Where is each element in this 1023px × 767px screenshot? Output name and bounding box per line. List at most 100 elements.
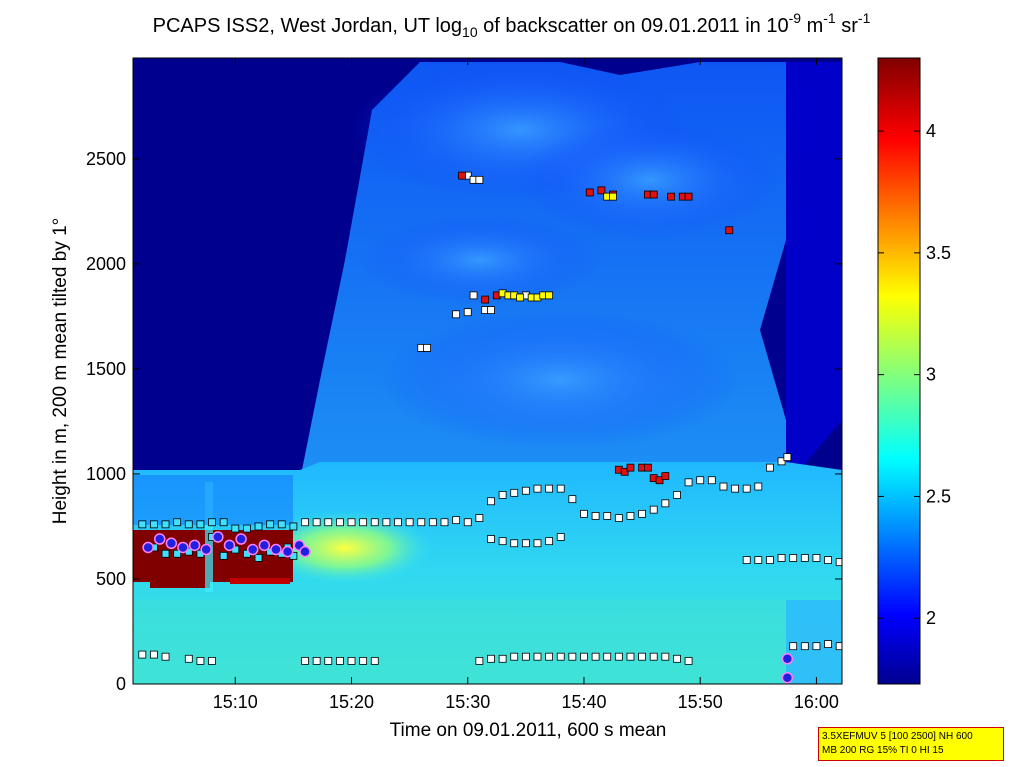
layer-marker <box>673 655 680 662</box>
layer-marker <box>517 294 524 301</box>
layer-marker <box>546 653 553 660</box>
layer-marker <box>650 506 657 513</box>
layer-marker <box>615 515 622 522</box>
layer-marker <box>313 657 320 664</box>
layer-marker-circle <box>224 540 234 550</box>
layer-marker <box>580 510 587 517</box>
layer-marker <box>639 510 646 517</box>
y-tick-label: 1000 <box>86 464 126 484</box>
layer-marker <box>522 653 529 660</box>
layer-marker <box>825 557 832 564</box>
layer-marker <box>174 519 181 526</box>
layer-marker <box>801 643 808 650</box>
y-axis-label: Height in m, 200 m mean tilted by 1° <box>50 218 71 524</box>
layer-marker <box>453 517 460 524</box>
layer-marker <box>487 307 494 314</box>
layer-marker <box>708 477 715 484</box>
layer-marker <box>743 557 750 564</box>
info-line-2: MB 200 RG 15% TI 0 HI 15 <box>822 744 1000 758</box>
layer-marker <box>197 521 204 528</box>
colorbar-tick-label: 4 <box>926 121 936 141</box>
layer-marker <box>162 653 169 660</box>
layer-marker <box>685 193 692 200</box>
layer-marker <box>209 519 216 526</box>
layer-marker <box>209 657 216 664</box>
layer-marker <box>383 519 390 526</box>
layer-marker <box>406 519 413 526</box>
colorbar-tick-label: 3 <box>926 365 936 385</box>
layer-marker-circle <box>201 545 211 555</box>
layer-marker <box>825 641 832 648</box>
layer-marker <box>197 657 204 664</box>
layer-marker <box>418 519 425 526</box>
layer-marker <box>662 500 669 507</box>
layer-marker <box>627 512 634 519</box>
layer-marker <box>348 657 355 664</box>
layer-marker-circle <box>143 542 153 552</box>
layer-marker <box>569 496 576 503</box>
layer-marker <box>348 519 355 526</box>
layer-marker <box>569 653 576 660</box>
layer-marker-circle <box>190 540 200 550</box>
layer-marker <box>627 464 634 471</box>
layer-marker <box>499 538 506 545</box>
layer-marker <box>685 479 692 486</box>
y-tick-label: 0 <box>116 674 126 694</box>
layer-marker <box>278 521 285 528</box>
layer-marker <box>546 538 553 545</box>
x-axis-label: Time on 09.01.2011, 600 s mean <box>390 720 667 741</box>
layer-marker <box>813 554 820 561</box>
heatmap-field <box>133 58 842 684</box>
info-line-1: 3.5XEFMUV 5 [100 2500] NH 600 <box>822 730 1000 744</box>
layer-marker <box>499 655 506 662</box>
layer-marker <box>720 483 727 490</box>
layer-marker <box>534 485 541 492</box>
layer-marker-circle <box>782 654 792 664</box>
layer-marker <box>336 657 343 664</box>
x-tick-label: 15:20 <box>329 692 374 712</box>
layer-marker <box>627 653 634 660</box>
layer-marker-circle <box>782 673 792 683</box>
layer-marker <box>592 653 599 660</box>
layer-marker <box>766 464 773 471</box>
layer-marker <box>424 344 431 351</box>
layer-marker <box>185 655 192 662</box>
y-tick-label: 2000 <box>86 254 126 274</box>
layer-marker <box>662 473 669 480</box>
layer-marker-circle <box>248 545 258 555</box>
layer-marker <box>464 519 471 526</box>
layer-marker-circle <box>178 542 188 552</box>
colorbar <box>878 58 920 684</box>
layer-marker <box>487 536 494 543</box>
layer-marker <box>755 483 762 490</box>
layer-marker <box>726 227 733 234</box>
layer-marker <box>790 554 797 561</box>
layer-marker <box>487 655 494 662</box>
layer-marker <box>755 557 762 564</box>
layer-marker <box>470 292 477 299</box>
layer-marker <box>371 519 378 526</box>
layer-marker <box>604 653 611 660</box>
layer-marker-circle <box>213 532 223 542</box>
layer-marker <box>139 521 146 528</box>
layer-marker <box>255 523 262 530</box>
layer-marker <box>453 311 460 318</box>
layer-marker <box>487 498 494 505</box>
y-tick-label: 500 <box>96 569 126 589</box>
x-tick-label: 16:00 <box>794 692 839 712</box>
layer-marker-circle <box>271 545 281 555</box>
layer-marker <box>185 521 192 528</box>
layer-marker <box>534 653 541 660</box>
layer-marker <box>610 193 617 200</box>
x-tick-label: 15:40 <box>561 692 606 712</box>
layer-marker <box>650 653 657 660</box>
layer-marker-circle <box>155 534 165 544</box>
layer-marker <box>243 525 250 532</box>
layer-marker <box>586 189 593 196</box>
layer-marker <box>220 519 227 526</box>
layer-marker <box>336 519 343 526</box>
layer-marker <box>522 540 529 547</box>
layer-marker <box>441 519 448 526</box>
layer-marker <box>766 557 773 564</box>
layer-marker <box>592 512 599 519</box>
